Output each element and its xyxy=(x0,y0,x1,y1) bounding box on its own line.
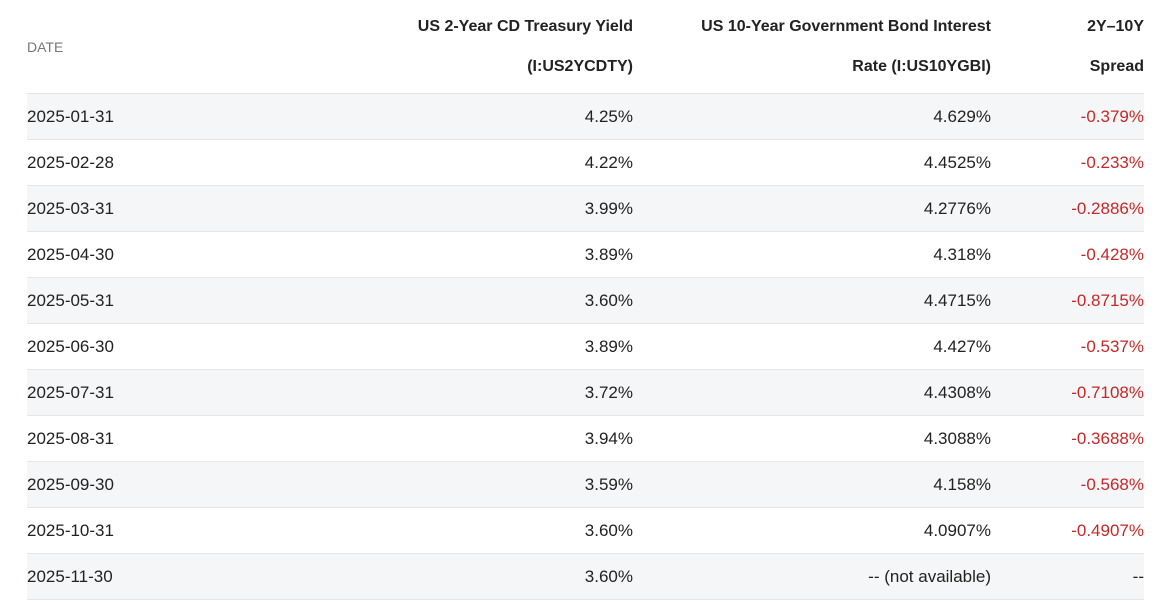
table-cell: -0.379% xyxy=(1080,106,1144,126)
table-cell: -0.8715% xyxy=(1071,290,1144,310)
table-row: 2025-05-31 3.60% 4.4715% -0.8715% xyxy=(27,278,1144,324)
table-row: 2025-09-30 3.59% 4.158% -0.568% xyxy=(27,462,1144,508)
table-row: 2025-02-28 4.22% 4.4525% -0.233% xyxy=(27,140,1144,186)
table-row: 2025-01-31 4.25% 4.629% -0.379% xyxy=(27,94,1144,140)
header-cell: US 2-Year CD Treasury Yield (I:US2YCDTY) xyxy=(357,7,633,87)
table-cell: -0.3688% xyxy=(1071,428,1144,448)
table-row: 2025-10-31 3.60% 4.0907% -0.4907% xyxy=(27,508,1144,554)
table-cell: 3.60% xyxy=(584,566,633,586)
table-cell: -0.233% xyxy=(1080,152,1144,172)
table-row: 2025-11-30 3.60% -- (not available) -- xyxy=(27,554,1144,600)
table-cell: 3.89% xyxy=(584,336,633,356)
table-row: 2025-08-31 3.94% 4.3088% -0.3688% xyxy=(27,416,1144,462)
table-cell: 3.60% xyxy=(584,520,633,540)
header-text: (I:US2YCDTY) xyxy=(527,57,633,75)
table-cell: 2025-10-31 xyxy=(27,520,114,540)
table-cell: 4.629% xyxy=(933,106,991,126)
header-text: Spread xyxy=(1089,57,1144,75)
table-cell: 4.4525% xyxy=(923,152,991,172)
header-text: Rate (I:US10YGBI) xyxy=(852,57,991,75)
table-cell: 3.99% xyxy=(584,198,633,218)
table-row: 2025-06-30 3.89% 4.427% -0.537% xyxy=(27,324,1144,370)
table-cell: 2025-02-28 xyxy=(27,152,114,172)
table-cell: 4.318% xyxy=(933,244,991,264)
table-cell: 3.72% xyxy=(584,382,633,402)
table-cell: -- (not available) xyxy=(868,566,991,586)
data-table: DATE US 2-Year CD Treasury Yield (I:US2YCD… xyxy=(27,0,1144,600)
header-text: 2Y–10Y xyxy=(1087,17,1144,35)
table-cell: 4.3088% xyxy=(923,428,991,448)
table-row: 2025-07-31 3.72% 4.4308% -0.7108% xyxy=(27,370,1144,416)
header-text: DATE xyxy=(27,38,64,55)
table-cell: 3.94% xyxy=(584,428,633,448)
table-cell: 2025-01-31 xyxy=(27,106,114,126)
table-cell: 4.2776% xyxy=(923,198,991,218)
table-cell: 4.158% xyxy=(933,474,991,494)
table-cell: 2025-05-31 xyxy=(27,290,114,310)
table-cell: 4.427% xyxy=(933,336,991,356)
table-cell: 4.0907% xyxy=(923,520,991,540)
table-cell: -0.4907% xyxy=(1071,520,1144,540)
table-cell: 2025-03-31 xyxy=(27,198,114,218)
table-cell: 3.89% xyxy=(584,244,633,264)
table-cell: 4.4308% xyxy=(923,382,991,402)
header-text: US 2-Year CD Treasury Yield xyxy=(417,17,633,35)
table-cell: 2025-06-30 xyxy=(27,336,114,356)
table-cell: 2025-07-31 xyxy=(27,382,114,402)
header-cell: DATE xyxy=(27,37,357,57)
table-cell: -0.428% xyxy=(1080,244,1144,264)
table-cell: -- xyxy=(1132,566,1144,586)
table-cell: 4.22% xyxy=(584,152,633,172)
header-row: DATE US 2-Year CD Treasury Yield (I:US2YCD… xyxy=(27,0,1144,94)
table-cell: 4.25% xyxy=(584,106,633,126)
table-cell: -0.568% xyxy=(1080,474,1144,494)
table-cell: 3.60% xyxy=(584,290,633,310)
table-cell: 3.59% xyxy=(584,474,633,494)
header-text: US 10-Year Government Bond Interest xyxy=(701,17,991,35)
table-cell: 4.4715% xyxy=(923,290,991,310)
table-cell: -0.2886% xyxy=(1071,198,1144,218)
header-cell: 2Y–10Y Spread xyxy=(991,7,1144,87)
table-cell: 2025-11-30 xyxy=(27,566,113,586)
header-cell: US 10-Year Government Bond Interest Rate … xyxy=(633,7,991,87)
table-cell: -0.7108% xyxy=(1071,382,1144,402)
table-row: 2025-03-31 3.99% 4.2776% -0.2886% xyxy=(27,186,1144,232)
table-cell: 2025-04-30 xyxy=(27,244,114,264)
table-cell: -0.537% xyxy=(1080,336,1144,356)
table-row: 2025-04-30 3.89% 4.318% -0.428% xyxy=(27,232,1144,278)
table-cell: 2025-08-31 xyxy=(27,428,114,448)
table-cell: 2025-09-30 xyxy=(27,474,114,494)
